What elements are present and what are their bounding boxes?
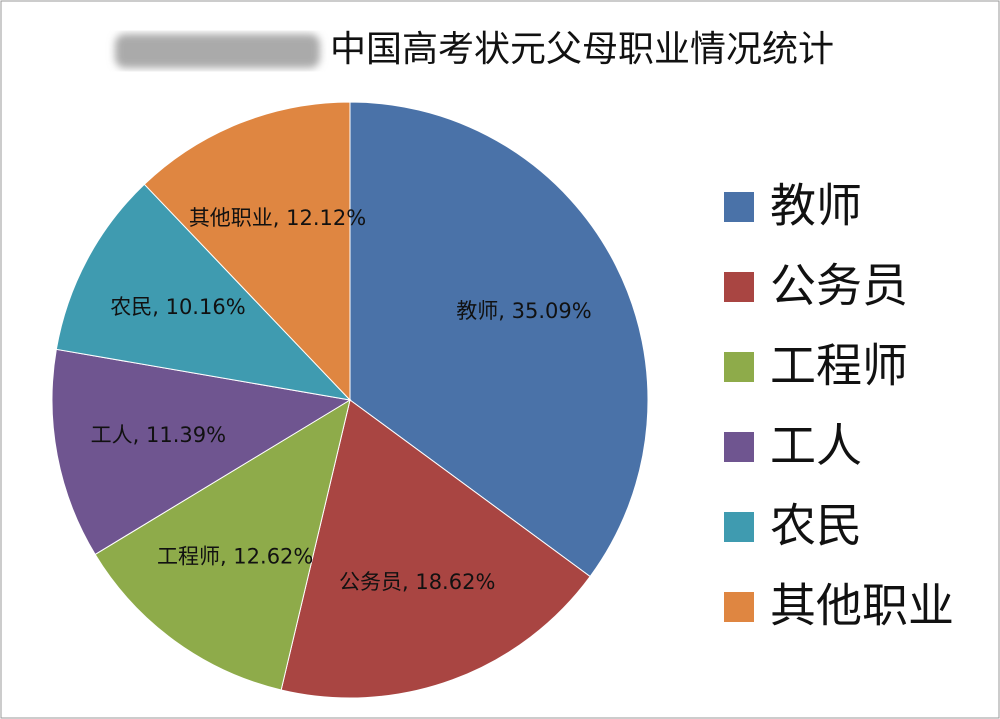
data-label: 农民, 10.16% xyxy=(110,295,245,319)
pie-slice xyxy=(280,399,591,699)
data-label: 其他职业, 12.12% xyxy=(189,206,366,230)
data-label: 公务员, 18.62% xyxy=(339,570,495,594)
legend-swatch xyxy=(724,592,754,622)
data-label: 工人, 11.39% xyxy=(91,423,226,447)
legend-swatch xyxy=(724,192,754,222)
legend-label: 农民 xyxy=(770,499,862,553)
pie-slice xyxy=(51,348,352,556)
legend-label: 其他职业 xyxy=(770,579,954,633)
pie-slice xyxy=(143,101,351,402)
legend-swatch xyxy=(724,432,754,462)
legend-label: 公务员 xyxy=(770,259,908,313)
legend-label: 工人 xyxy=(770,419,862,473)
legend-swatch xyxy=(724,512,754,542)
data-label: 工程师, 12.62% xyxy=(157,545,313,569)
legend-label: 工程师 xyxy=(770,339,908,393)
legend-label: 教师 xyxy=(770,179,862,233)
chart-title: 中国高考状元父母职业情况统计 xyxy=(330,29,834,70)
legend-swatch xyxy=(724,352,754,382)
pie-slice xyxy=(349,101,649,578)
blurred-text xyxy=(115,34,320,68)
legend-swatch xyxy=(724,272,754,302)
data-label: 教师, 35.09% xyxy=(456,299,591,323)
pie-slice xyxy=(55,183,352,401)
pie-slice xyxy=(94,398,351,691)
